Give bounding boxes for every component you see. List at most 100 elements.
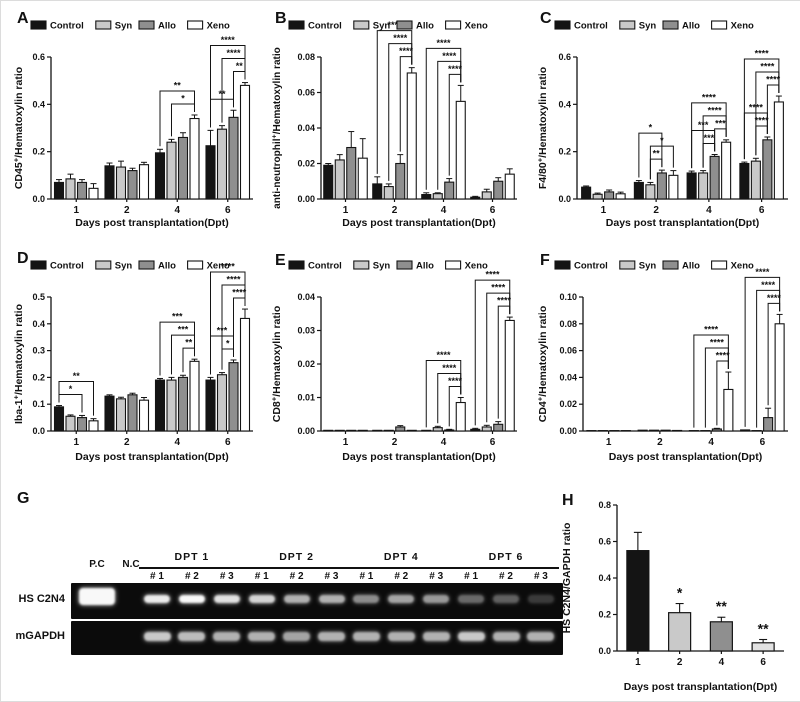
x-tick-label: 1 — [73, 205, 79, 216]
legend-swatch — [555, 21, 570, 29]
bar — [710, 622, 732, 651]
gel-band — [319, 595, 345, 603]
legend-swatch — [446, 21, 461, 29]
gel-group-underline — [244, 567, 350, 569]
bar — [89, 421, 98, 431]
bar — [218, 375, 227, 431]
legend-label: Control — [574, 261, 608, 272]
bar — [494, 424, 503, 431]
bar — [140, 400, 149, 431]
gel-group-label: DPT 2 — [279, 551, 314, 563]
gel-sub-label: # 2 — [290, 571, 304, 582]
bar — [167, 380, 176, 431]
legend-label: Syn — [115, 21, 133, 32]
x-axis-title: Days post transplantation(Dpt) — [609, 451, 762, 463]
bar — [650, 430, 659, 431]
bar — [482, 427, 491, 431]
sig-label: * — [181, 93, 185, 103]
gel-band — [144, 595, 170, 603]
sig-label: **** — [226, 48, 241, 58]
sig-label: **** — [436, 38, 451, 48]
gel-sub-label: # 3 — [325, 571, 339, 582]
bar — [445, 430, 454, 431]
bar — [657, 173, 666, 199]
legend-swatch — [96, 21, 111, 29]
bar — [505, 174, 514, 199]
gel-group-underline — [348, 567, 454, 569]
y-tick-label: 0.06 — [559, 346, 577, 356]
x-tick-label: 2 — [677, 657, 683, 668]
y-tick-label: 0.08 — [297, 52, 315, 62]
y-tick-label: 0.00 — [297, 426, 315, 436]
sig-label: **** — [755, 49, 770, 59]
x-tick-label: 6 — [490, 205, 496, 216]
legend-swatch — [354, 21, 369, 29]
legend-swatch — [354, 261, 369, 269]
legend-swatch — [188, 261, 203, 269]
y-tick-label: 0.02 — [559, 399, 577, 409]
gel-group-label: DPT 6 — [489, 551, 524, 563]
bar — [89, 188, 98, 199]
bar — [422, 195, 431, 199]
bar — [128, 395, 137, 431]
sig-label: **** — [226, 275, 241, 285]
x-tick-label: 4 — [174, 205, 180, 216]
x-tick-label: 6 — [225, 205, 231, 216]
y-tick-label: 0.04 — [297, 292, 315, 302]
bar — [358, 158, 367, 199]
gel-row-label: mGAPDH — [9, 630, 65, 642]
y-tick-label: 0.5 — [32, 292, 45, 302]
bar — [128, 171, 137, 199]
y-tick-label: 0.2 — [32, 372, 45, 382]
y-tick-label: 0.4 — [32, 319, 45, 329]
gel-band — [528, 595, 554, 603]
y-tick-label: 0.00 — [559, 426, 577, 436]
bar — [763, 140, 772, 199]
legend-label: Control — [308, 21, 342, 32]
gel-sub-label: # 1 — [150, 571, 164, 582]
gel-lane-label: N.C — [122, 559, 139, 570]
legend-label: Allo — [682, 21, 700, 32]
y-tick-label: 0.2 — [598, 610, 611, 620]
sig-label: * — [226, 338, 230, 348]
legend-swatch — [663, 21, 678, 29]
x-tick-label: 1 — [606, 437, 612, 448]
legend-swatch — [712, 21, 727, 29]
sig-label: **** — [702, 92, 717, 102]
gel-sub-label: # 1 — [255, 571, 269, 582]
x-tick-label: 2 — [392, 437, 398, 448]
bar — [179, 137, 188, 199]
y-axis-title: anti-neutrophil+/Hematoxylin ratio — [270, 47, 284, 209]
legend-swatch — [96, 261, 111, 269]
x-axis-title: Days post transplantation(Dpt) — [75, 451, 228, 463]
bar — [55, 407, 64, 431]
y-tick-label: 0.00 — [297, 194, 315, 204]
sig-label: **** — [442, 363, 457, 373]
x-tick-label: 4 — [441, 205, 447, 216]
x-tick-label: 1 — [343, 437, 349, 448]
bar — [407, 430, 416, 431]
bar — [433, 428, 442, 431]
x-tick-label: 2 — [653, 205, 659, 216]
gel-band — [527, 632, 554, 641]
sig-label: **** — [491, 283, 506, 293]
bar — [179, 377, 188, 431]
bar — [722, 142, 731, 199]
x-tick-label: 1 — [601, 205, 607, 216]
bar — [206, 380, 215, 431]
legend-label: Xeno — [731, 21, 754, 32]
sig-label: *** — [172, 312, 183, 322]
bar — [229, 363, 238, 431]
gel-group-label: DPT 1 — [175, 551, 210, 563]
bar — [687, 173, 696, 199]
bar — [482, 192, 491, 199]
bar — [627, 551, 649, 651]
gel-band — [178, 632, 205, 641]
y-tick-label: 0.6 — [558, 52, 571, 62]
x-tick-label: 1 — [73, 437, 79, 448]
legend-label: Allo — [158, 261, 176, 272]
y-tick-label: 0.6 — [32, 52, 45, 62]
gel-band — [284, 595, 310, 603]
